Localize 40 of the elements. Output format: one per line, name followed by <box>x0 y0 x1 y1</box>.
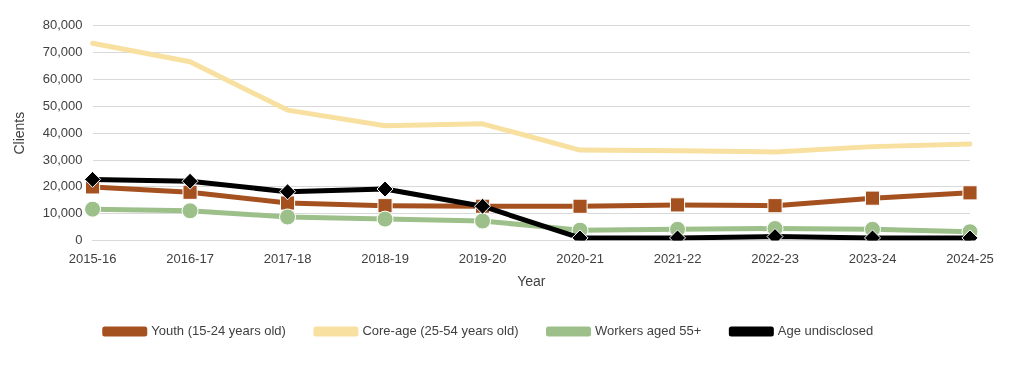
y-tick-label: 60,000 <box>42 71 83 87</box>
y-tick-label: 80,000 <box>42 17 83 33</box>
legend-label: Core-age (25-54 years old) <box>362 323 519 339</box>
point <box>279 183 297 201</box>
y-tick-label: 10,000 <box>42 205 83 221</box>
x-tick-label: 2021-22 <box>653 250 702 266</box>
y-tick-label: 70,000 <box>42 44 83 60</box>
legend-label: Youth (15-24 years old) <box>151 323 286 339</box>
point <box>767 198 783 214</box>
x-axis-title: Year <box>517 273 546 290</box>
y-tick-label: 30,000 <box>42 151 83 167</box>
x-tick-label: 2023-24 <box>848 250 897 266</box>
point <box>377 198 393 214</box>
x-tick-label: 2019-20 <box>458 250 507 266</box>
point <box>864 190 881 206</box>
point <box>962 185 978 201</box>
point <box>669 197 686 213</box>
point <box>84 200 102 218</box>
y-tick-label: 40,000 <box>42 124 83 140</box>
point <box>279 208 297 226</box>
y-tick-label: 50,000 <box>42 97 83 113</box>
point <box>376 210 394 228</box>
point <box>572 198 588 214</box>
x-tick-label: 2020-21 <box>556 250 604 266</box>
x-tick-label: 2022-23 <box>751 250 799 266</box>
point <box>474 212 492 230</box>
point <box>376 180 394 198</box>
point <box>84 170 102 188</box>
x-tick-label: 2016-17 <box>166 250 214 266</box>
y-axis-title: Clients <box>11 111 28 155</box>
x-tick-label: 2017-18 <box>263 250 312 266</box>
y-tick-label: 0 <box>75 232 83 248</box>
y-tick-label: 20,000 <box>42 178 83 194</box>
point <box>181 172 199 190</box>
x-tick-label: 2015-16 <box>68 250 117 266</box>
point <box>181 202 199 220</box>
x-tick-label: 2024-25 <box>946 250 994 266</box>
legend-label: Age undisclosed <box>777 323 874 339</box>
x-tick-label: 2018-19 <box>361 250 409 266</box>
legend-label: Workers aged 55+ <box>594 323 702 339</box>
